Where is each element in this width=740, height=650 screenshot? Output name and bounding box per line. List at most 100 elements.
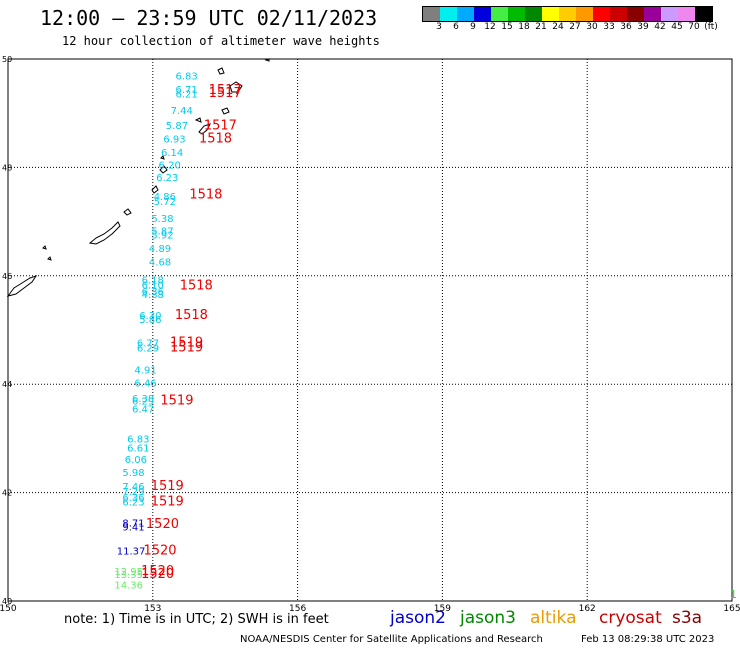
x-tick-label: 150 — [0, 604, 17, 614]
swh-label: 6.23 — [122, 497, 144, 508]
swh-label: 6.14 — [161, 148, 183, 159]
y-tick-label: 50 — [2, 55, 12, 64]
time-label: 1517 — [209, 83, 242, 98]
colorbar-tick-label: 39 — [637, 22, 649, 32]
legend-jason2: jason2 — [390, 608, 446, 628]
axis-labels: 150 153 156 159 162 165 40 42 44 46 48 50 — [0, 55, 740, 614]
colorbar-swatch — [491, 7, 508, 21]
swh-label: 6.21 — [175, 90, 197, 101]
time-label: 1518 — [189, 188, 222, 203]
swh-label: 6.93 — [163, 135, 185, 146]
swh-label: 6.29 — [137, 343, 159, 354]
swh-label: 9.41 — [122, 523, 144, 534]
swh-label: 6.36 — [142, 287, 164, 298]
colorbar-tick-label: 12 — [484, 22, 496, 32]
coastline-kuril-10 — [217, 67, 225, 75]
swh-label: 4.91 — [134, 366, 156, 377]
time-label: 1520 — [141, 564, 174, 579]
colorbar-swatch — [593, 7, 610, 21]
coastline-kuril-3 — [151, 185, 159, 194]
swh-label: 6.20 — [159, 161, 181, 172]
colorbar-swatch — [695, 7, 712, 21]
swh-label: 6.77 — [137, 338, 159, 349]
y-tick-label: 48 — [2, 163, 12, 172]
swh-label: 6.61 — [127, 444, 149, 455]
swh-label: 6.47 — [132, 405, 154, 416]
swh-label: 7.29 — [122, 487, 144, 498]
coastline-kuril-4 — [159, 165, 168, 174]
x-tick-label: 165 — [723, 604, 740, 614]
swh-label: 6.46 — [134, 379, 156, 390]
time-label: 1519 — [151, 479, 184, 494]
swh-label: 6.06 — [125, 455, 147, 466]
swh-label: 5.87 — [151, 226, 173, 237]
colorbar-swatch — [474, 7, 491, 21]
colorbar-tick-label: 42 — [654, 22, 666, 32]
colorbar-tick-label: 27 — [569, 22, 581, 32]
colorbar-swatch — [661, 7, 678, 21]
colorbar-tick-label: 36 — [620, 22, 632, 32]
coastline-kuril-5 — [160, 155, 165, 160]
colorbar-tick-label: 70 — [688, 22, 700, 32]
colorbar-tick-label: 18 — [518, 22, 530, 32]
time-label: 1519 — [170, 335, 203, 350]
colorbar-swatch — [525, 7, 542, 21]
swh-label: 4.86 — [154, 192, 176, 203]
swh-label: 4.89 — [149, 244, 171, 255]
colorbar-swatch — [644, 7, 661, 21]
x-tick-label: 156 — [289, 604, 306, 614]
coastline-kuril-7 — [194, 117, 202, 123]
swh-label: 5.87 — [166, 121, 188, 132]
coastline-kuril-9 — [229, 81, 243, 93]
swh-label: 11.37 — [117, 547, 146, 558]
colorbar-swatch — [576, 7, 593, 21]
colorbar-tick-label: 6 — [453, 22, 459, 32]
page-title: 12:00 — 23:59 UTC 02/11/2023 — [40, 6, 378, 30]
colorbar-tick-label: 3 — [436, 22, 442, 32]
colorbar-tick-label: 9 — [470, 22, 476, 32]
y-tick-label: 40 — [2, 597, 12, 606]
time-label: 1518 — [175, 308, 208, 323]
plot-frame — [7, 58, 733, 602]
swh-label: 4.38 — [142, 290, 164, 301]
swh-label: 6.10 — [142, 280, 164, 291]
swh-label: 6.38 — [132, 394, 154, 405]
legend-jason3: jason3 — [460, 608, 516, 628]
time-label: 1519 — [151, 494, 184, 509]
coastline — [6, 58, 270, 297]
colorbar-swatch — [440, 7, 457, 21]
swh-label: 12.95 — [114, 567, 143, 578]
coastline-kuril-6 — [198, 123, 211, 135]
generated-timestamp: Feb 13 08:29:38 UTC 2023 — [581, 634, 715, 645]
colorbar-swatch — [627, 7, 644, 21]
x-tick-label: 153 — [144, 604, 161, 614]
swh-label: 5.92 — [151, 231, 173, 242]
colorbar-tick-label: 45 — [671, 22, 683, 32]
y-tick-label: 46 — [2, 272, 12, 281]
swh-label: 6.71 — [175, 85, 197, 96]
swh-label: 6.36 — [122, 493, 144, 504]
swh-label: 6.23 — [156, 173, 178, 184]
swh-label: 8.71 — [122, 518, 144, 529]
swh-label: 6.29 — [132, 396, 154, 407]
y-tick-label: 44 — [2, 380, 12, 389]
credit-text: NOAA/NESDIS Center for Satellite Applica… — [240, 634, 543, 645]
swh-label: 5.38 — [151, 214, 173, 225]
colorbar-swatch — [542, 7, 559, 21]
time-label: 1518 — [180, 279, 213, 294]
colorbar-tick-label: 30 — [586, 22, 598, 32]
legend-cryosat: cryosat — [599, 608, 662, 628]
time-label: 1517 — [209, 86, 242, 101]
colorbar-swatch — [678, 7, 695, 21]
coastline-island-2 — [47, 256, 52, 261]
grid — [7, 58, 733, 602]
time-label: 1518 — [199, 132, 232, 147]
swh-label: 6.18 — [142, 276, 164, 287]
colorbar-swatch — [508, 7, 525, 21]
colorbar — [422, 6, 713, 22]
swh-label: 13.35 — [114, 570, 143, 581]
swh-label: 4.68 — [149, 258, 171, 269]
time-label: 1519 — [160, 393, 193, 408]
swh-label: 7.44 — [171, 106, 193, 117]
